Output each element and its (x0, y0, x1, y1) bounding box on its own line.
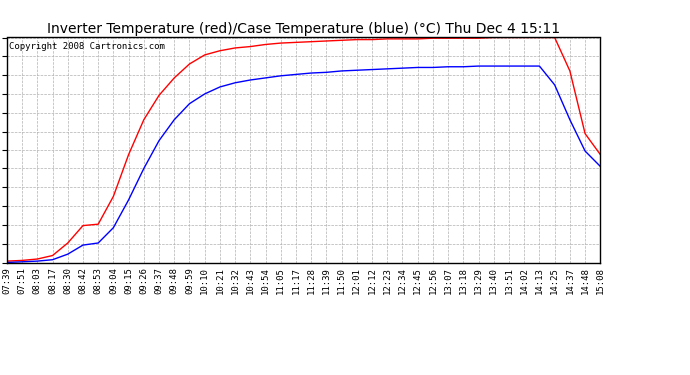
Text: Copyright 2008 Cartronics.com: Copyright 2008 Cartronics.com (9, 42, 164, 51)
Title: Inverter Temperature (red)/Case Temperature (blue) (°C) Thu Dec 4 15:11: Inverter Temperature (red)/Case Temperat… (47, 22, 560, 36)
